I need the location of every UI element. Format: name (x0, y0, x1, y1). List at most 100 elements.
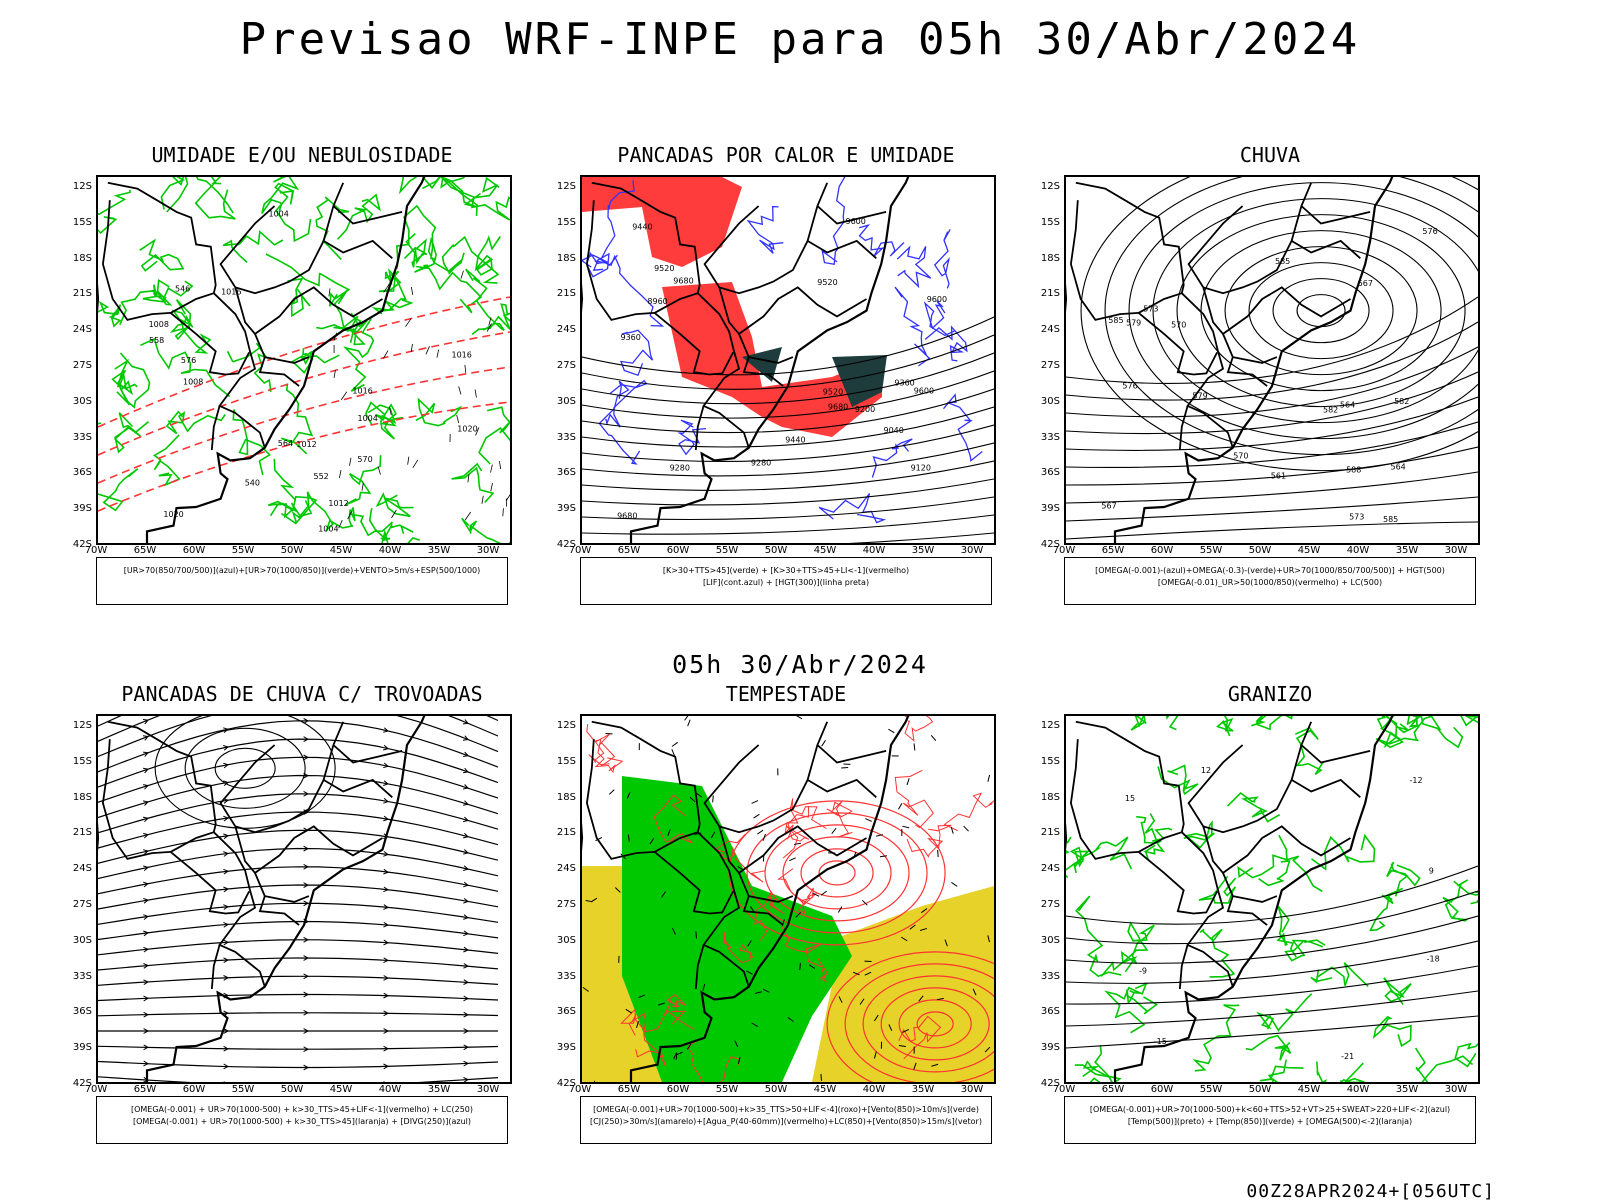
contour-label: 576 (1422, 227, 1437, 236)
longitude-tick-label: 40W (1341, 1084, 1375, 1095)
latitude-tick-label: 15S (62, 217, 92, 228)
longitude-tick-label: 55W (226, 1084, 260, 1095)
panel-title: GRANIZO (1010, 682, 1530, 706)
latitude-tick-label: 36S (62, 1006, 92, 1017)
longitude-tick-label: 50W (275, 545, 309, 556)
longitude-tick-label: 50W (1243, 1084, 1277, 1095)
latitude-tick-label: 27S (1030, 899, 1060, 910)
legend-line: [UR>70(850/700/500)](azul)+[UR>70(1000/8… (97, 565, 507, 577)
longitude-tick-label: 65W (128, 545, 162, 556)
legend-line: [K>30+TTS>45](verde) + [K>30+TTS>45+LI<-… (581, 565, 991, 577)
contour-label: 1008 (149, 320, 169, 329)
longitude-tick-label: 30W (471, 545, 505, 556)
panel-title: PANCADAS DE CHUVA C/ TROVOADAS (42, 682, 562, 706)
contour-label: 564 (278, 439, 293, 448)
latitude-tick-label: 39S (62, 1042, 92, 1053)
longitude-tick-label: 60W (177, 1084, 211, 1095)
contour-label: 1016 (452, 351, 472, 360)
contour-label: 9200 (855, 405, 875, 414)
latitude-tick-label: 30S (62, 935, 92, 946)
latitude-tick-label: 33S (62, 432, 92, 443)
longitude-tick-label: 45W (808, 545, 842, 556)
legend-box: [OMEGA(-0.001)+UR>70(1000-500)+k<60+TTS>… (1064, 1096, 1476, 1144)
latitude-tick-label: 30S (546, 935, 576, 946)
latitude-tick-label: 15S (546, 756, 576, 767)
legend-box: [OMEGA(-0.001)-(azul)+OMEGA(-0.3)-(verde… (1064, 557, 1476, 605)
contour-label: 540 (245, 478, 260, 487)
longitude-tick-label: 50W (1243, 545, 1277, 556)
contour-label: 1004 (269, 210, 289, 219)
latitude-tick-label: 30S (62, 396, 92, 407)
latitude-tick-label: 39S (1030, 1042, 1060, 1053)
longitude-tick-label: 40W (373, 1084, 407, 1095)
contour-label: 582 (1394, 397, 1409, 406)
longitude-tick-label: 40W (1341, 545, 1375, 556)
longitude-tick-label: 60W (661, 1084, 695, 1095)
longitude-tick-label: 70W (563, 545, 597, 556)
latitude-tick-label: 30S (1030, 935, 1060, 946)
longitude-tick-label: 45W (1292, 1084, 1326, 1095)
run-time-footer: 00Z28APR2024+[056UTC] (1246, 1181, 1495, 1202)
longitude-tick-label: 70W (79, 1084, 113, 1095)
legend-line: [Temp(500)](preto) + [Temp(850)](verde) … (1065, 1116, 1475, 1128)
contour-label: 582 (1323, 405, 1338, 414)
panel-title: PANCADAS POR CALOR E UMIDADE (526, 143, 1046, 167)
contour-label: 9680 (673, 276, 693, 285)
contour-label: 1004 (318, 525, 338, 534)
contour-label: 9360 (621, 333, 641, 342)
contour-label: 567 (1101, 502, 1116, 511)
latitude-tick-label: 21S (1030, 288, 1060, 299)
contour-label: 1020 (457, 424, 477, 433)
contour-label: 570 (1233, 452, 1248, 461)
latitude-tick-label: 21S (1030, 827, 1060, 838)
legend-box: [K>30+TTS>45](verde) + [K>30+TTS>45+LI<-… (580, 557, 992, 605)
contour-label: -18 (1427, 954, 1440, 963)
longitude-tick-label: 35W (906, 1084, 940, 1095)
contour-label: 9520 (817, 278, 837, 287)
contour-label: 585 (1108, 316, 1123, 325)
latitude-tick-label: 39S (546, 503, 576, 514)
latitude-tick-label: 12S (546, 181, 576, 192)
contour-label: 9680 (828, 402, 848, 411)
latitude-tick-label: 27S (62, 899, 92, 910)
contour-label: 1016 (352, 387, 372, 396)
longitude-tick-label: 55W (710, 1084, 744, 1095)
panel-title: CHUVA (1010, 143, 1530, 167)
contour-label: 1008 (183, 378, 203, 387)
contour-label: 9520 (654, 264, 674, 273)
contour-label: 12 (1201, 766, 1211, 775)
latitude-tick-label: 12S (62, 720, 92, 731)
legend-line: [LIF](cont.azul) + [HGT(300)](linha pret… (581, 577, 991, 589)
forecast-map (96, 714, 512, 1084)
contour-label: 1020 (163, 510, 183, 519)
longitude-tick-label: 35W (1390, 1084, 1424, 1095)
contour-label: 546 (175, 285, 190, 294)
longitude-tick-label: 30W (955, 1084, 989, 1095)
contour-label: 9600 (914, 387, 934, 396)
contour-label: 9360 (894, 379, 914, 388)
latitude-tick-label: 36S (62, 467, 92, 478)
contour-label: 576 (181, 356, 196, 365)
contour-label: 570 (357, 455, 372, 464)
longitude-tick-label: 40W (857, 1084, 891, 1095)
longitude-tick-label: 65W (612, 545, 646, 556)
legend-box: [UR>70(850/700/500)](azul)+[UR>70(1000/8… (96, 557, 508, 605)
latitude-tick-label: 15S (1030, 756, 1060, 767)
legend-line: [OMEGA(-0.001)-(azul)+OMEGA(-0.3)-(verde… (1065, 565, 1475, 577)
contour-label: 9120 (911, 463, 931, 472)
contour-label: 573 (1349, 512, 1364, 521)
legend-box: [OMEGA(-0.001)+UR>70(1000-500)+k>35_TTS>… (580, 1096, 992, 1144)
latitude-tick-label: 24S (1030, 324, 1060, 335)
latitude-tick-label: 21S (62, 827, 92, 838)
latitude-tick-label: 30S (1030, 396, 1060, 407)
latitude-tick-label: 36S (1030, 1006, 1060, 1017)
contour-label: 564 (1340, 400, 1355, 409)
contour-label: 570 (1171, 321, 1186, 330)
longitude-tick-label: 35W (1390, 545, 1424, 556)
longitude-tick-label: 35W (422, 1084, 456, 1095)
longitude-tick-label: 65W (1096, 1084, 1130, 1095)
latitude-tick-label: 39S (546, 1042, 576, 1053)
longitude-tick-label: 55W (1194, 1084, 1228, 1095)
